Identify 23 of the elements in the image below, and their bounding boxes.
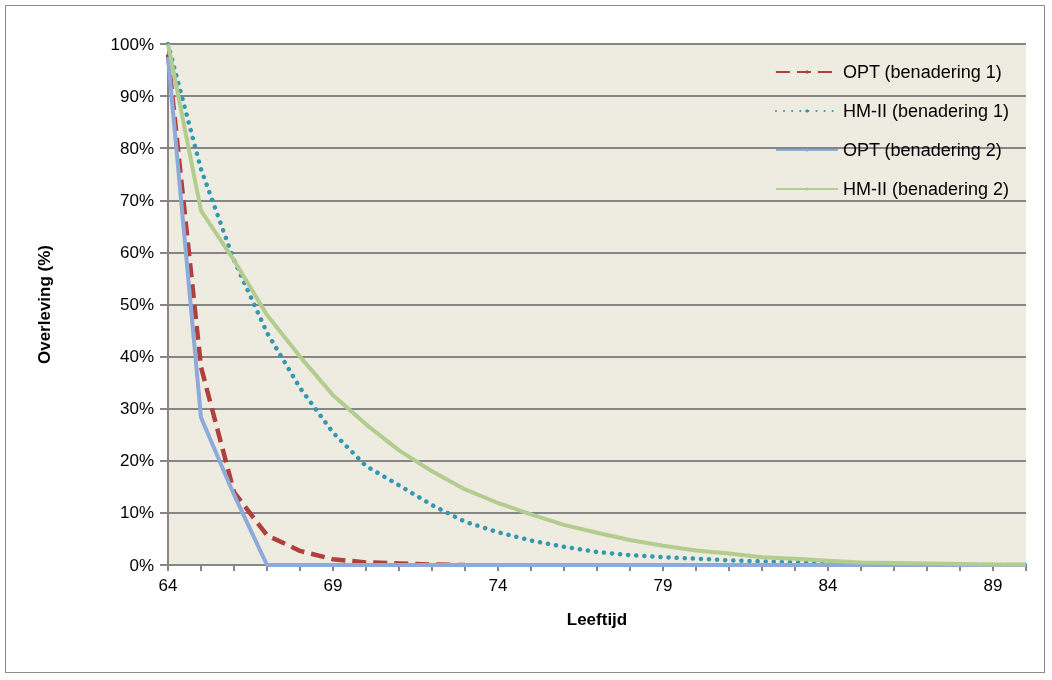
y-tick-label: 70%: [119, 190, 154, 210]
x-axis-title: Leeftijd: [566, 610, 628, 629]
y-tick-label: 30%: [119, 399, 154, 419]
x-tick-label: 64: [158, 576, 178, 595]
x-tick-label: 89: [983, 576, 1003, 595]
x-tick-label: 74: [488, 576, 508, 595]
y-tick-label: 80%: [119, 138, 154, 158]
x-tick-label: 69: [323, 576, 343, 595]
legend-label: HM-II (benadering 2): [842, 179, 1010, 199]
y-tick-label: 0%: [129, 555, 154, 575]
y-tick-label: 40%: [119, 347, 154, 367]
x-tick-label: 84: [818, 576, 838, 595]
y-tick-label: 100%: [110, 34, 154, 54]
y-axis-title: Overleving (%): [35, 244, 54, 365]
legend-label: OPT (benadering 2): [842, 140, 1002, 160]
y-tick-label: 90%: [119, 86, 154, 106]
y-tick-label: 60%: [119, 242, 154, 262]
y-tick-label: 50%: [119, 295, 154, 314]
legend-label: OPT (benadering 1): [842, 62, 1002, 82]
x-tick-label: 79: [653, 576, 673, 595]
y-tick-label: 20%: [119, 451, 154, 471]
legend-label: HM-II (benadering 1): [842, 101, 1010, 121]
y-tick-label: 10%: [119, 503, 154, 523]
